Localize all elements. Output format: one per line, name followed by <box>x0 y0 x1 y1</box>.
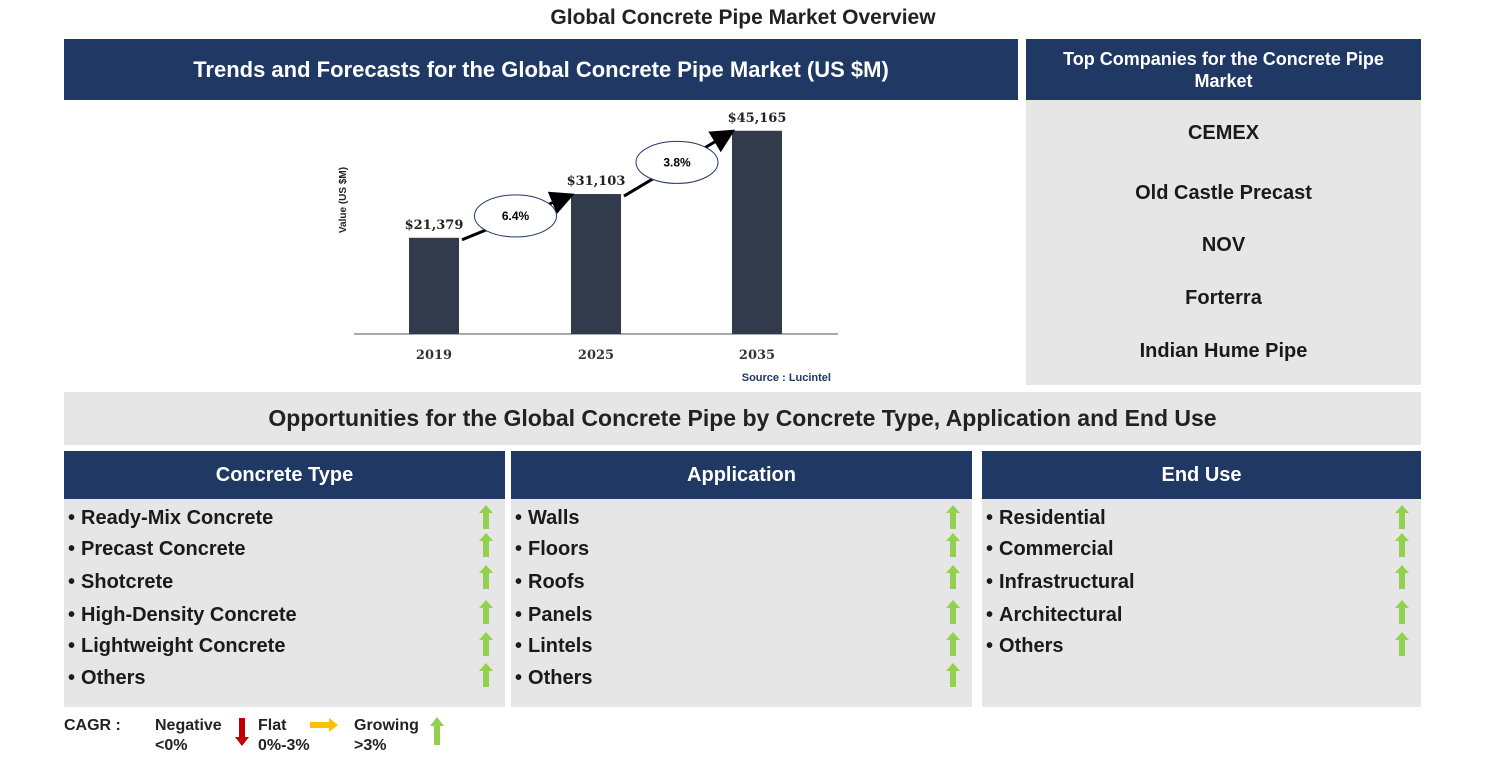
growing-arrow-icon <box>1395 505 1409 529</box>
legend-flat: Flat 0%-3% <box>258 716 310 756</box>
segment-item-label: Panels <box>528 604 593 626</box>
growing-arrow-icon <box>479 533 493 557</box>
cagr-ellipse <box>635 140 719 184</box>
cagr-label: 6.4% <box>502 209 530 223</box>
growing-arrow-icon <box>479 632 493 656</box>
legend-negative: Negative <0% <box>155 716 222 756</box>
source-label: Source : Lucintel <box>742 372 831 384</box>
growing-arrow-icon <box>479 565 493 589</box>
y-axis-label: Value (US $M) <box>338 167 349 233</box>
page-title: Global Concrete Pipe Market Overview <box>550 6 936 29</box>
legend-growing: Growing >3% <box>354 716 419 756</box>
segment-item-label: Others <box>999 635 1064 657</box>
company-item: NOV <box>1201 234 1246 256</box>
segment-item: • Shotcrete <box>68 571 174 593</box>
segment-item: • Architectural <box>986 604 1123 626</box>
x-tick-label: 2035 <box>739 348 775 363</box>
growing-arrow-icon <box>946 600 960 624</box>
segment-item-label: Floors <box>528 538 590 560</box>
segment-item: • Precast Concrete <box>68 538 246 560</box>
growing-arrow-icon <box>946 565 960 589</box>
segment-end-use: End Use • Residential • Commercial • Infras… <box>982 451 1421 707</box>
growing-arrow-icon <box>946 533 960 557</box>
negative-arrow-icon <box>235 718 249 746</box>
bar <box>571 194 621 334</box>
trend-panel-title: Trends and Forecasts for the Global Conc… <box>64 39 1018 100</box>
growing-arrow-icon <box>946 505 960 529</box>
legend-negative-label: Negative <box>155 717 222 734</box>
segment-item: • Residential <box>986 507 1106 529</box>
segment-item: • Others <box>986 635 1064 657</box>
segment-item-label: Precast Concrete <box>81 538 246 560</box>
bar <box>732 130 782 334</box>
bar-chart: Value (US $M) $21,379 2019 $31,103 2025 $45,1… <box>338 111 838 384</box>
segment-item-label: Others <box>528 667 593 689</box>
opportunities-title: Opportunities for the Global Concrete Pi… <box>64 392 1421 445</box>
segment-item: • Walls <box>515 507 580 529</box>
segment-title: Application <box>511 451 972 499</box>
segment-item-label: Infrastructural <box>999 571 1135 593</box>
segment-item: • Lightweight Concrete <box>68 635 286 657</box>
segment-item-label: Commercial <box>999 538 1114 560</box>
segment-concrete-type: Concrete Type • Ready-Mix Concrete • Preca… <box>64 451 505 707</box>
segment-item: • Others <box>68 667 146 689</box>
company-item: Forterra <box>1185 287 1262 309</box>
bar <box>409 237 459 334</box>
data-label: $45,165 <box>728 111 787 126</box>
growing-arrow-icon <box>479 600 493 624</box>
data-label: $31,103 <box>567 174 626 189</box>
x-tick-label: 2019 <box>416 348 452 363</box>
cagr-label: 3.8% <box>663 155 691 169</box>
segment-item: • Commercial <box>986 538 1114 560</box>
growing-arrow-icon <box>479 505 493 529</box>
segment-item-label: Others <box>81 667 146 689</box>
legend-growing-label: Growing <box>354 717 419 734</box>
cagr-ellipse <box>474 194 557 238</box>
legend-negative-range: <0% <box>155 737 188 754</box>
company-item: Old Castle Precast <box>1135 182 1312 204</box>
segment-item: • Infrastructural <box>986 571 1135 593</box>
growing-arrow-icon <box>946 632 960 656</box>
segment-item: • Floors <box>515 538 590 560</box>
segment-item-label: Ready-Mix Concrete <box>81 507 274 529</box>
growing-arrow-icon <box>946 663 960 687</box>
segment-item-label: Architectural <box>999 604 1123 626</box>
segment-item: • Panels <box>515 604 593 626</box>
segment-item: • Ready-Mix Concrete <box>68 507 274 529</box>
segment-item-label: Roofs <box>528 571 585 593</box>
segment-item: • Roofs <box>515 571 585 593</box>
flat-arrow-icon <box>310 718 338 732</box>
company-item: CEMEX <box>1187 122 1260 144</box>
companies-list: CEMEX Old Castle Precast NOV Forterra In… <box>1026 100 1421 385</box>
segment-item: • Others <box>515 667 593 689</box>
growing-arrow-icon <box>1395 632 1409 656</box>
segment-item-label: Lintels <box>528 635 593 657</box>
legend-flat-range: 0%-3% <box>258 737 310 754</box>
segment-item-label: High-Density Concrete <box>81 604 297 626</box>
growing-arrow-icon <box>479 663 493 687</box>
segment-title: Concrete Type <box>64 451 505 499</box>
growing-arrow-icon <box>1395 533 1409 557</box>
legend-flat-label: Flat <box>258 717 287 734</box>
legend-growing-range: >3% <box>354 737 387 754</box>
segment-item-label: Walls <box>528 507 580 529</box>
segment-item-label: Residential <box>999 507 1106 529</box>
segment-application: Application • Walls • Floors • Roofs • Panel… <box>511 451 972 707</box>
x-tick-label: 2025 <box>578 348 614 363</box>
growing-arrow-icon <box>1395 600 1409 624</box>
segment-item-label: Lightweight Concrete <box>81 635 286 657</box>
legend-label: CAGR : <box>64 717 121 734</box>
companies-panel-title: Top Companies for the Concrete Pipe Mark… <box>1026 39 1421 100</box>
company-item: Indian Hume Pipe <box>1139 340 1308 362</box>
segment-title: End Use <box>982 451 1421 499</box>
data-label: $21,379 <box>405 218 464 233</box>
growing-arrow-icon <box>430 717 444 745</box>
segment-item: • High-Density Concrete <box>68 604 297 626</box>
segment-item: • Lintels <box>515 635 593 657</box>
segment-item-label: Shotcrete <box>81 571 174 593</box>
growing-arrow-icon <box>1395 565 1409 589</box>
